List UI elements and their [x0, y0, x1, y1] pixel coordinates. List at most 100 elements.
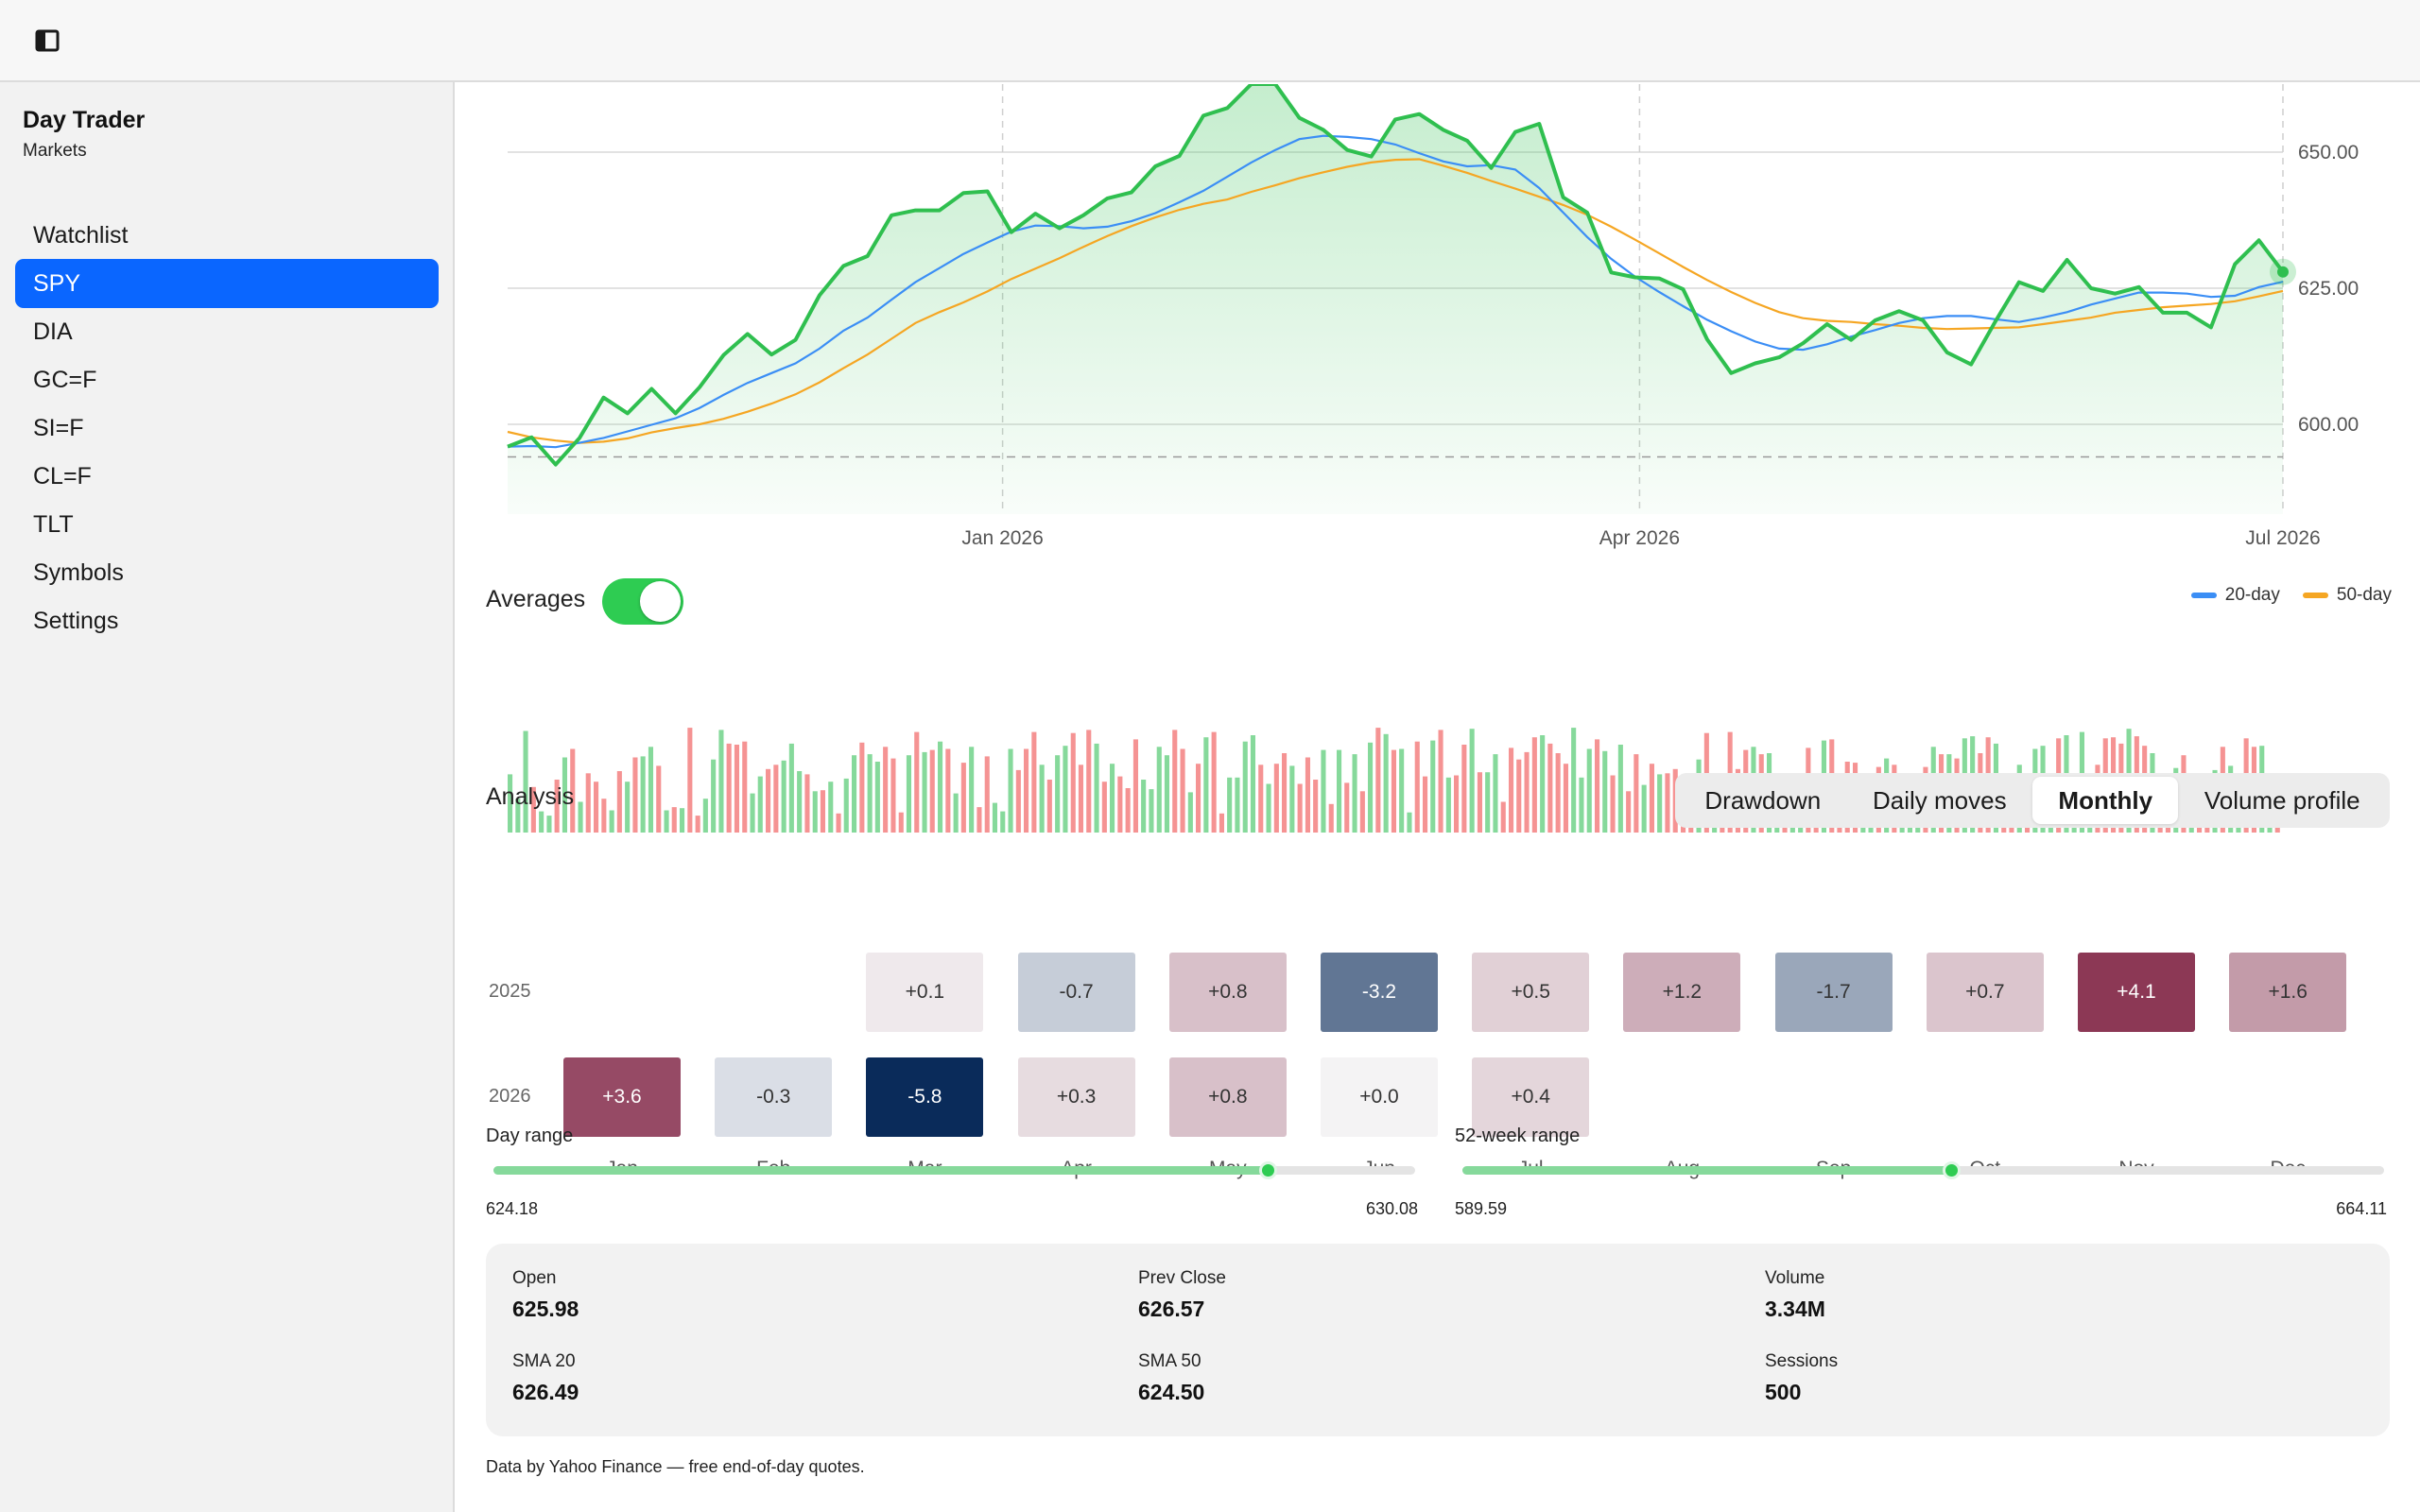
volume-bar	[1250, 735, 1255, 833]
tab-monthly[interactable]: Monthly	[2032, 777, 2179, 824]
volume-bar	[1132, 739, 1138, 833]
analysis-tabs: Drawdown Daily moves Monthly Volume prof…	[1675, 773, 2390, 828]
price-chart[interactable]: 650.00 625.00 600.00 Jan 2026 Apr 2026 Jul 2…	[457, 84, 2420, 566]
legend-swatch-sma50	[2302, 593, 2328, 598]
stat-value: 626.57	[1138, 1297, 1205, 1321]
volume-bar	[1266, 783, 1271, 833]
heatmap-cell[interactable]: +0.1	[866, 953, 984, 1032]
sidebar-item-spy[interactable]: SPY	[15, 259, 439, 308]
heatmap-cell[interactable]: -5.8	[866, 1057, 984, 1137]
volume-bar	[718, 730, 724, 833]
volume-bar	[1586, 748, 1592, 833]
heatmap-cell[interactable]: +0.4	[1472, 1057, 1590, 1137]
volume-bar	[1617, 745, 1623, 833]
last-price-marker[interactable]	[2277, 266, 2289, 278]
volume-bar	[578, 801, 583, 833]
volume-bar	[1469, 729, 1475, 833]
week52-range-min: 589.59	[1455, 1199, 1508, 1218]
heatmap-cell[interactable]: +0.0	[1321, 1057, 1438, 1137]
volume-bar	[992, 802, 997, 833]
volume-bar	[1383, 733, 1389, 833]
volume-bar	[1110, 764, 1115, 833]
stat-value: 624.50	[1138, 1380, 1205, 1404]
volume-bar	[1516, 759, 1522, 833]
averages-toggle[interactable]	[602, 578, 683, 625]
tab-volume-profile[interactable]: Volume profile	[2204, 786, 2360, 815]
volume-bar	[1125, 788, 1131, 833]
heatmap-cell[interactable]: +0.8	[1168, 953, 1287, 1032]
volume-bar	[530, 786, 536, 833]
volume-bar	[1203, 737, 1209, 833]
volume-bar	[1305, 757, 1310, 833]
heatmap-year-label: 2026	[489, 1086, 531, 1107]
volume-bar	[1039, 765, 1045, 833]
sidebar: Day Trader Markets Watchlist SPY DIA GC=…	[0, 82, 455, 1512]
heatmap-cell[interactable]: +1.6	[2229, 953, 2347, 1032]
volume-bar	[852, 755, 857, 833]
sidebar-item-dia[interactable]: DIA	[33, 318, 73, 345]
sidebar-item-watchlist[interactable]: Watchlist	[33, 222, 129, 249]
volume-bar	[883, 747, 889, 833]
heatmap-cell[interactable]: +0.5	[1472, 953, 1590, 1032]
volume-bar	[1031, 731, 1037, 833]
volume-bar	[1352, 754, 1357, 833]
sidebar-item-tlt[interactable]: TLT	[33, 511, 74, 538]
y-tick-label: 600.00	[2298, 414, 2359, 436]
volume-bar	[750, 793, 755, 833]
volume-bar	[616, 771, 622, 833]
volume-bar	[766, 768, 771, 833]
heatmap-cell[interactable]: +3.6	[563, 1057, 681, 1137]
volume-bar	[1156, 747, 1162, 833]
volume-bar	[632, 757, 638, 833]
stat-value: 3.34M	[1765, 1297, 1825, 1321]
stat-label: SMA 20	[512, 1351, 576, 1371]
sidebar-item-silver[interactable]: SI=F	[33, 415, 84, 441]
sidebar-item-symbols[interactable]: Symbols	[33, 559, 124, 586]
tab-daily-moves[interactable]: Daily moves	[1873, 786, 2007, 815]
heatmap-cell[interactable]: +0.7	[1926, 953, 2044, 1032]
volume-bar	[1273, 764, 1279, 833]
volume-bar	[929, 749, 935, 833]
volume-bar	[1555, 753, 1561, 833]
volume-bar	[1078, 765, 1083, 833]
sma20-line	[507, 134, 2284, 449]
heatmap-cell[interactable]: +0.3	[1017, 1057, 1135, 1137]
volume-bar	[1430, 740, 1436, 833]
day-range-fill	[493, 1166, 1268, 1175]
volume-bar	[1563, 764, 1568, 833]
volume-bar	[523, 730, 528, 833]
sidebar-item-gold[interactable]: GC=F	[33, 367, 97, 393]
volume-bar	[1500, 801, 1506, 833]
day-range: Day range 624.18 630.08	[486, 1125, 1418, 1220]
sma50-line	[507, 158, 2284, 444]
heatmap-cell[interactable]: +1.2	[1623, 953, 1741, 1032]
volume-bar	[812, 791, 818, 833]
stat-open: Open 625.98	[512, 1268, 579, 1322]
heatmap-cell[interactable]: -1.7	[1774, 953, 1893, 1032]
volume-bar	[702, 799, 708, 833]
sidebar-icon[interactable]	[34, 28, 60, 53]
volume-bar	[1344, 782, 1350, 833]
heatmap-year-label: 2025	[489, 981, 531, 1002]
heatmap-cell[interactable]: -0.7	[1017, 953, 1135, 1032]
tab-drawdown[interactable]: Drawdown	[1704, 786, 1822, 815]
week52-range-title: 52-week range	[1455, 1125, 1581, 1146]
volume-bar	[797, 771, 803, 833]
stat-prev-close: Prev Close 626.57	[1138, 1268, 1226, 1322]
volume-bar	[1101, 782, 1107, 833]
heatmap-cell[interactable]: -0.3	[715, 1057, 833, 1137]
heatmap-cell[interactable]: -3.2	[1321, 953, 1438, 1032]
volume-bar	[1242, 741, 1248, 833]
x-tick-label: Apr 2026	[1599, 527, 1680, 549]
y-tick-label: 650.00	[2298, 142, 2359, 163]
app-title: Day Trader	[23, 107, 146, 133]
heatmap-cell[interactable]: +4.1	[2078, 953, 2195, 1032]
heatmap-cell[interactable]: +0.8	[1168, 1057, 1287, 1137]
sidebar-item-settings[interactable]: Settings	[33, 608, 119, 634]
sidebar-item-crude[interactable]: CL=F	[33, 463, 92, 490]
volume-bar	[726, 743, 732, 833]
volume-bar	[922, 751, 927, 833]
volume-bar	[554, 780, 560, 833]
volume-bar	[1297, 783, 1303, 833]
volume-bar	[804, 774, 810, 833]
